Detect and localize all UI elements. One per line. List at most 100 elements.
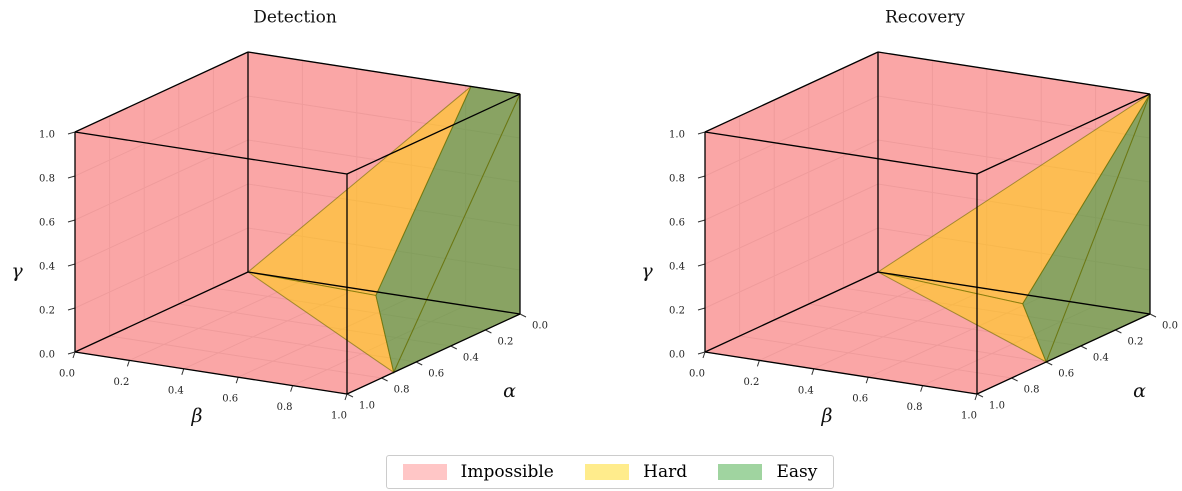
tick-mark bbox=[381, 377, 388, 382]
y-tick-label: 0.6 bbox=[852, 394, 868, 405]
grid-line bbox=[74, 95, 249, 177]
x-tick-label: 0.0 bbox=[532, 321, 548, 332]
x-tick-label: 1.0 bbox=[989, 401, 1005, 412]
z-tick-label: 0.0 bbox=[669, 350, 685, 361]
tick-mark bbox=[290, 385, 294, 392]
cube-edge bbox=[74, 51, 249, 133]
tick-mark bbox=[1011, 377, 1018, 382]
z-axis-label: γ bbox=[11, 260, 23, 282]
y-tick-label: 0.0 bbox=[59, 369, 75, 380]
tick-mark bbox=[1115, 329, 1122, 334]
x-tick-label: 0.6 bbox=[428, 369, 444, 380]
grid-line bbox=[774, 319, 1047, 363]
cube-edge bbox=[74, 131, 348, 175]
x-tick-label: 0.8 bbox=[394, 385, 410, 396]
tick-mark bbox=[67, 307, 76, 311]
tick-mark bbox=[702, 351, 706, 359]
tick-mark bbox=[756, 360, 760, 367]
cube-edge bbox=[346, 313, 521, 395]
chart-title: Recovery bbox=[885, 8, 965, 28]
cube-edge bbox=[704, 271, 879, 353]
x-tick-label: 0.2 bbox=[1127, 337, 1143, 348]
grid-line bbox=[704, 139, 879, 221]
x-tick-label: 0.4 bbox=[463, 353, 479, 364]
tick-mark bbox=[1045, 361, 1053, 366]
tick-mark bbox=[697, 263, 706, 267]
cube-edge bbox=[877, 51, 1151, 95]
tick-mark bbox=[697, 351, 706, 355]
y-tick-label: 0.8 bbox=[277, 402, 293, 413]
cube-edge bbox=[346, 93, 521, 175]
region-face bbox=[705, 52, 878, 352]
legend-swatch bbox=[402, 464, 447, 480]
grid-line bbox=[109, 335, 382, 379]
z-tick-label: 0.0 bbox=[39, 350, 55, 361]
region-face bbox=[705, 132, 977, 394]
tick-mark bbox=[235, 377, 239, 384]
tick-mark bbox=[67, 263, 76, 267]
tick-mark bbox=[697, 131, 706, 135]
tick-mark bbox=[67, 351, 76, 355]
z-tick-label: 0.2 bbox=[669, 306, 685, 317]
z-tick-label: 0.6 bbox=[669, 218, 685, 229]
cube-edge bbox=[704, 51, 879, 133]
z-tick-label: 0.6 bbox=[39, 218, 55, 229]
region-face bbox=[75, 132, 347, 394]
z-tick-label: 0.8 bbox=[669, 174, 685, 185]
tick-mark bbox=[126, 360, 130, 367]
grid-line bbox=[739, 335, 1012, 379]
panel: 0.0 0.2 0.4 0.6 0.8 1.0 0.0 0.2 0.4 0.6 0.8 1.0 0.0 0… bbox=[641, 8, 1178, 428]
x-axis-label: α bbox=[1133, 380, 1146, 402]
y-tick-label: 0.6 bbox=[222, 394, 238, 405]
tick-mark bbox=[865, 377, 869, 384]
legend-label: Hard bbox=[643, 462, 688, 482]
grid-line bbox=[74, 139, 249, 221]
tick-mark bbox=[450, 345, 458, 350]
y-tick-label: 0.8 bbox=[907, 402, 923, 413]
tick-mark bbox=[811, 368, 815, 375]
tick-mark bbox=[346, 393, 354, 398]
cube-edge bbox=[877, 271, 1151, 315]
tick-mark bbox=[519, 313, 527, 318]
cube-edge bbox=[976, 93, 1151, 175]
y-axis-label: β bbox=[191, 405, 203, 427]
tick-mark bbox=[415, 361, 423, 366]
y-tick-label: 0.0 bbox=[689, 369, 705, 380]
x-axis-label: α bbox=[503, 380, 516, 402]
figure: 0.0 0.2 0.4 0.6 0.8 1.0 0.0 0.2 0.4 0.6 0.8 1.0 0.0 0… bbox=[11, 8, 1178, 428]
x-tick-label: 0.6 bbox=[1058, 369, 1074, 380]
grid-line bbox=[129, 279, 303, 361]
legend-label: Impossible bbox=[460, 462, 554, 482]
x-tick-label: 0.4 bbox=[1093, 353, 1109, 364]
cube-edge bbox=[976, 313, 1151, 395]
panel: 0.0 0.2 0.4 0.6 0.8 1.0 0.0 0.2 0.4 0.6 0.8 1.0 0.0 0… bbox=[11, 8, 548, 428]
grid-line bbox=[74, 183, 249, 265]
grid-line bbox=[704, 183, 879, 265]
x-tick-label: 0.8 bbox=[1024, 385, 1040, 396]
y-axis-label: β bbox=[821, 405, 833, 427]
tick-mark bbox=[974, 393, 978, 401]
grid-line bbox=[704, 95, 879, 177]
y-tick-label: 0.4 bbox=[798, 385, 814, 396]
legend-entry: Hard bbox=[585, 462, 687, 482]
legend-entry: Easy bbox=[718, 462, 817, 482]
z-tick-label: 0.2 bbox=[39, 306, 55, 317]
y-tick-label: 1.0 bbox=[331, 411, 347, 422]
cube-edge bbox=[704, 351, 978, 395]
legend-entry: Impossible bbox=[402, 462, 554, 482]
tick-mark bbox=[1149, 313, 1157, 318]
tick-mark bbox=[485, 329, 492, 334]
legend-swatch bbox=[718, 464, 763, 480]
tick-mark bbox=[67, 131, 76, 135]
z-tick-label: 1.0 bbox=[39, 130, 55, 141]
y-tick-label: 0.2 bbox=[113, 377, 129, 388]
tick-mark bbox=[1080, 345, 1088, 350]
legend-label: Easy bbox=[776, 462, 818, 482]
cube-edge bbox=[74, 271, 249, 353]
tick-mark bbox=[181, 368, 185, 375]
tick-mark bbox=[67, 175, 76, 179]
tick-mark bbox=[697, 175, 706, 179]
chart-title: Detection bbox=[253, 8, 337, 28]
tick-mark bbox=[344, 393, 348, 401]
